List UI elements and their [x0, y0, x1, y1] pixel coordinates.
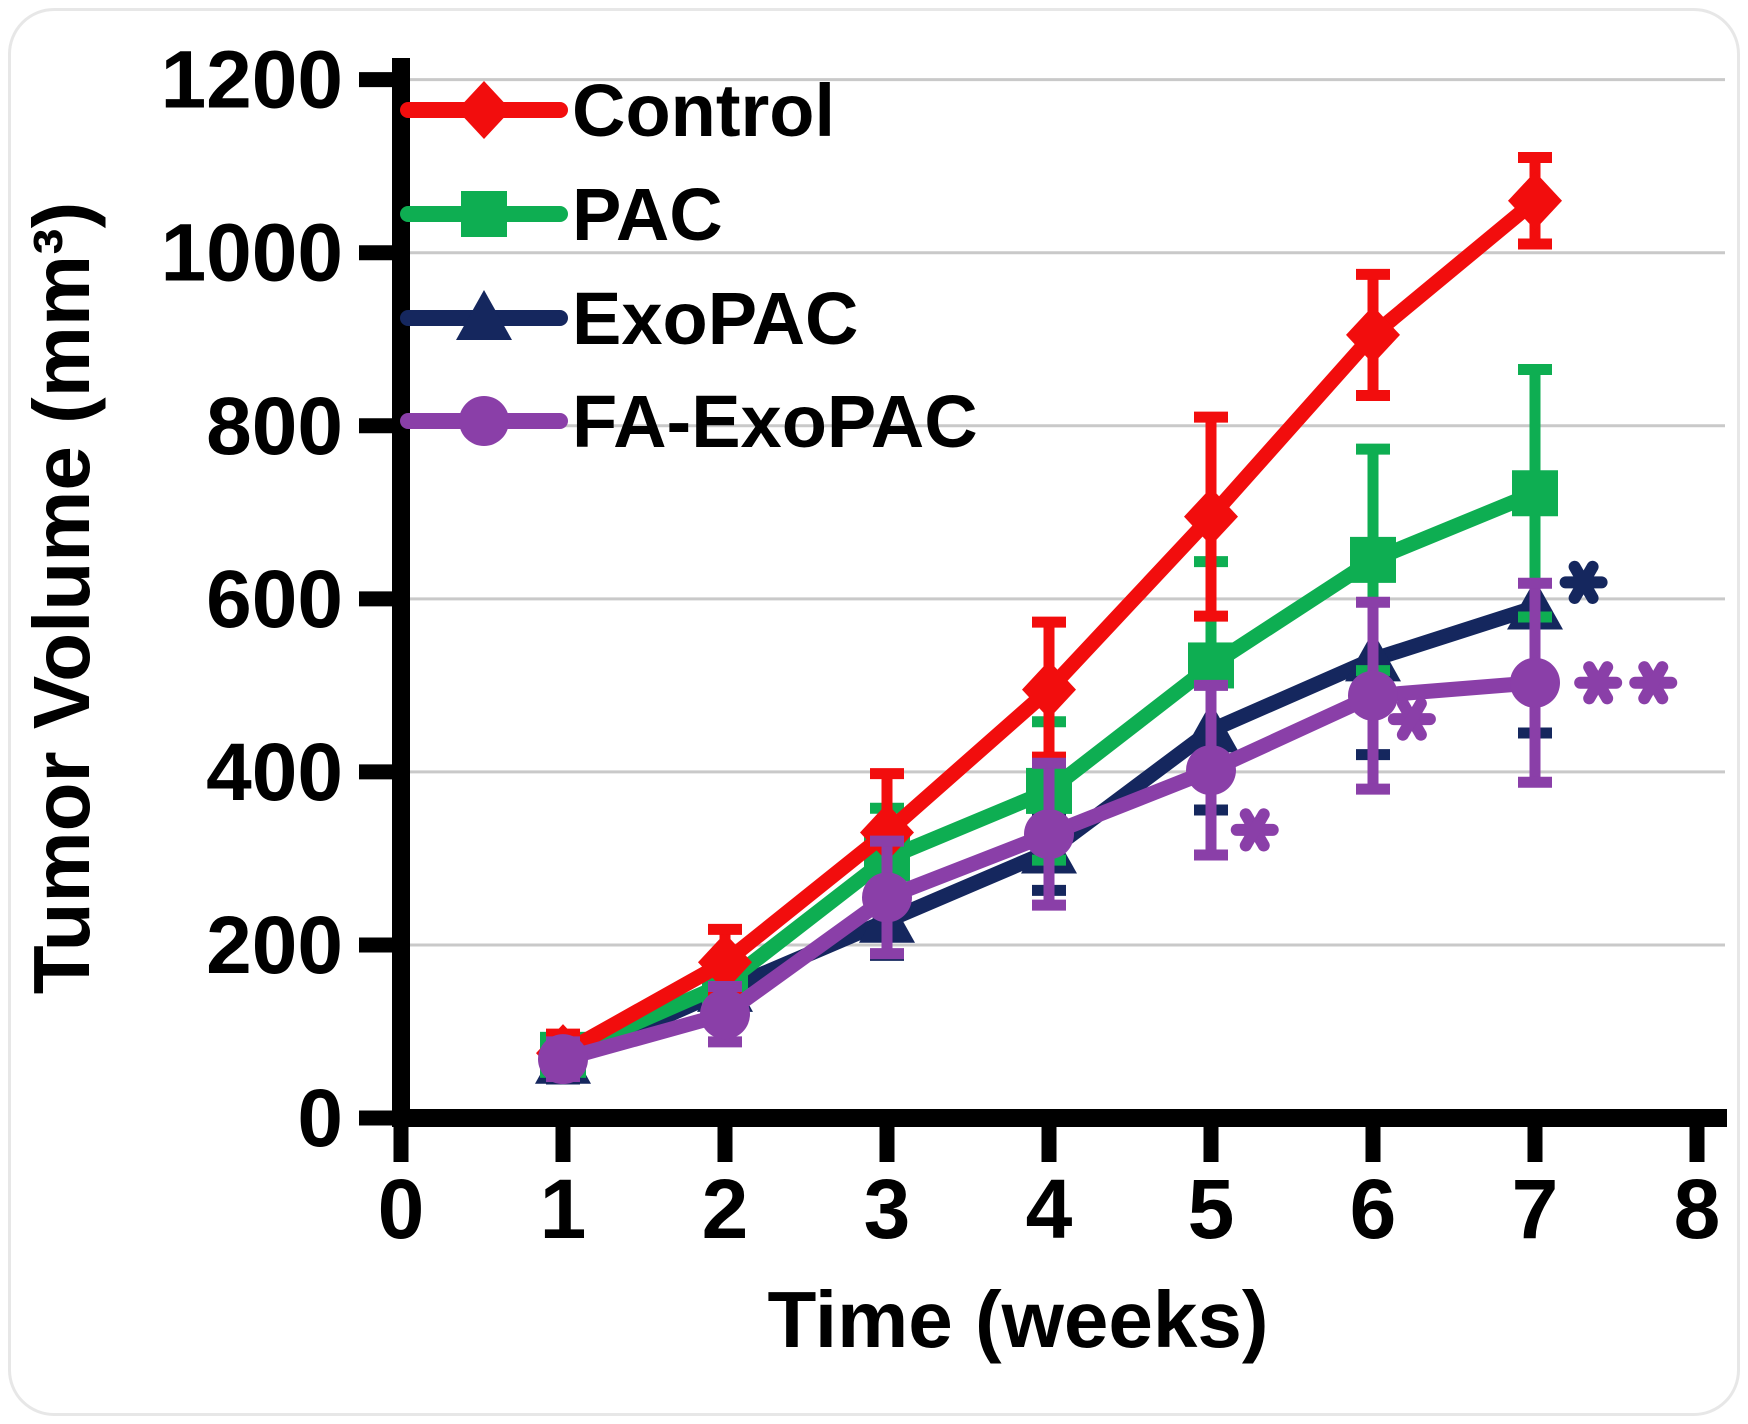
marker-fa-exopac-week-3: [862, 872, 912, 923]
tick-labels: 0 200 400 600 800 1000 1200 0 1 2 3 4 5 6 7 8: [161, 35, 1721, 1256]
significance-marker-5: [1629, 661, 1678, 705]
x-tick-label-3: 3: [864, 1162, 911, 1256]
marker-control-week-7: [1508, 171, 1562, 230]
marker-fa-exopac-week-5: [1186, 745, 1236, 796]
y-tick-label-200: 200: [206, 900, 343, 991]
marker-control-week-4: [1022, 660, 1076, 719]
legend-marker-control: [457, 81, 511, 139]
legend-item-pac: PAC: [400, 173, 723, 256]
x-tick-label-1: 1: [540, 1162, 587, 1256]
marker-pac-week-6: [1350, 536, 1396, 583]
legend-label-exopac: ExoPAC: [572, 277, 858, 360]
y-tick-label-400: 400: [206, 727, 343, 818]
significance-marker-2: [1387, 697, 1436, 741]
x-tick-label-4: 4: [1026, 1162, 1073, 1256]
legend-marker-pac: [461, 191, 507, 237]
legend-item-fa-exopac: FA-ExoPAC: [400, 380, 978, 463]
marker-fa-exopac-week-1: [538, 1034, 588, 1085]
x-tick-label-8: 8: [1674, 1162, 1721, 1256]
series-fa-exopac: [538, 577, 1560, 1085]
significance-annotations: [1230, 560, 1678, 852]
legend: Control PAC ExoPAC FA-ExoPAC: [400, 69, 978, 463]
axes: [359, 58, 1727, 1162]
legend-label-fa-exopac: FA-ExoPAC: [572, 380, 978, 463]
gridlines: [409, 78, 1725, 947]
x-tick-label-7: 7: [1512, 1162, 1559, 1256]
x-tick-label-0: 0: [378, 1162, 425, 1256]
significance-marker-1: [1230, 808, 1279, 852]
legend-label-pac: PAC: [572, 173, 723, 256]
chart-card: [8, 8, 1740, 1416]
y-tick-label-1200: 1200: [161, 35, 343, 126]
significance-marker-3: [1559, 560, 1608, 604]
legend-item-exopac: ExoPAC: [400, 277, 858, 360]
legend-label-control: Control: [572, 69, 835, 152]
marker-control-week-5: [1184, 487, 1238, 546]
legend-marker-exopac: [456, 290, 512, 340]
x-axis-title: Time (weeks): [767, 1275, 1269, 1364]
y-tick-label-0: 0: [297, 1073, 343, 1164]
legend-marker-fa-exopac: [459, 396, 509, 446]
marker-fa-exopac-week-2: [700, 989, 750, 1040]
marker-fa-exopac-week-4: [1024, 809, 1074, 860]
y-tick-label-800: 800: [206, 381, 343, 472]
marker-fa-exopac-week-6: [1348, 670, 1398, 721]
x-tick-label-2: 2: [702, 1162, 749, 1256]
x-tick-label-5: 5: [1188, 1162, 1235, 1256]
y-tick-label-1000: 1000: [161, 208, 343, 299]
marker-control-week-3: [860, 803, 914, 862]
x-tick-label-6: 6: [1350, 1162, 1397, 1256]
legend-item-control: Control: [400, 69, 835, 152]
marker-control-week-6: [1346, 305, 1400, 364]
marker-fa-exopac-week-7: [1510, 657, 1560, 708]
marker-pac-week-7: [1512, 470, 1558, 517]
y-axis-title: Tumor Volume (mm³): [17, 201, 106, 995]
significance-marker-4: [1574, 661, 1623, 705]
marker-control-week-2: [698, 933, 752, 992]
y-tick-label-600: 600: [206, 554, 343, 645]
